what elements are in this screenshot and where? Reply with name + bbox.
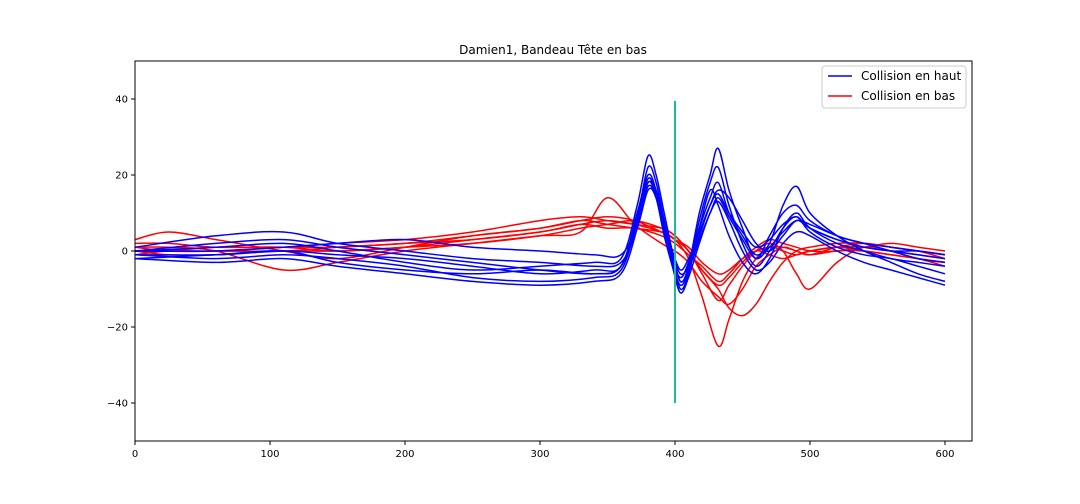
y-axis: −40 −20 0 20 40 — [107, 95, 135, 410]
x-tick-label: 300 — [530, 449, 549, 460]
x-axis: 0 100 200 300 400 500 600 — [132, 441, 955, 460]
y-tick-label: 40 — [115, 95, 128, 106]
series-line-collision-en-haut-8 — [135, 173, 946, 283]
legend-label-collision-en-bas: Collision en bas — [861, 89, 955, 103]
x-tick-label: 100 — [260, 449, 279, 460]
legend-label-collision-en-haut: Collision en haut — [861, 69, 961, 83]
x-tick-label: 400 — [665, 449, 684, 460]
y-tick-label: −20 — [107, 323, 128, 334]
x-tick-label: 0 — [132, 449, 138, 460]
x-tick-label: 200 — [395, 449, 414, 460]
plot-area — [135, 100, 946, 403]
series-line-collision-en-haut-3 — [135, 165, 946, 287]
series-line-collision-en-haut-6 — [135, 180, 946, 294]
chart-title: Damien1, Bandeau Tête en bas — [459, 43, 647, 57]
legend: Collision en haut Collision en bas — [821, 65, 967, 109]
y-tick-label: 20 — [115, 171, 128, 182]
legend-box — [821, 65, 967, 109]
series-line-collision-en-haut-5 — [135, 165, 946, 283]
x-tick-label: 600 — [935, 449, 954, 460]
y-tick-label: −40 — [107, 399, 128, 410]
y-tick-label: 0 — [122, 247, 128, 258]
series-line-collision-en-haut-7 — [135, 184, 946, 271]
x-tick-label: 500 — [800, 449, 819, 460]
